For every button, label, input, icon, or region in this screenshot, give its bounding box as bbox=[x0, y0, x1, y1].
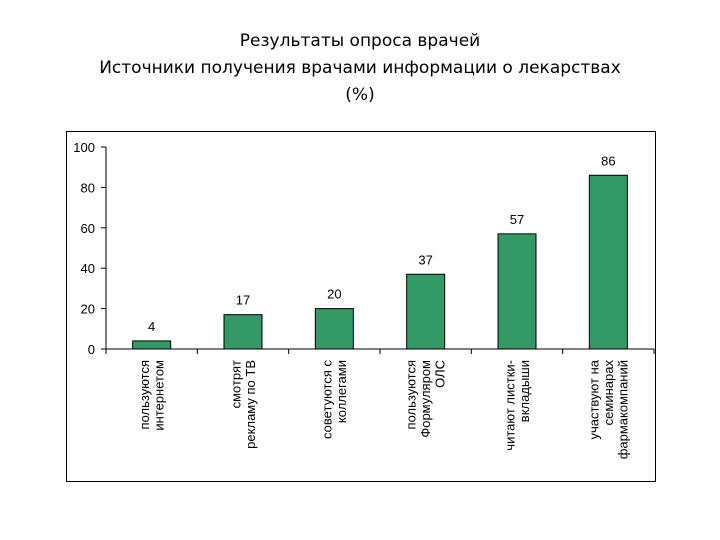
y-tick-label: 0 bbox=[88, 342, 95, 357]
bar bbox=[223, 314, 263, 350]
category-label-line: пользуются bbox=[404, 360, 419, 429]
title-line-2: Источники получения врачами информации о… bbox=[99, 58, 621, 78]
bar-value-label: 37 bbox=[418, 252, 432, 267]
category-label: смотрятрекламу по ТВ bbox=[228, 360, 258, 449]
category-label-line: Формуляром bbox=[418, 360, 433, 438]
bar-value-label: 17 bbox=[236, 293, 250, 308]
bar-value-label: 57 bbox=[510, 212, 524, 227]
bar bbox=[132, 340, 172, 350]
y-tick-label: 80 bbox=[81, 180, 95, 195]
bar bbox=[406, 273, 446, 350]
category-label: пользуютсяинтернетом bbox=[137, 360, 167, 431]
category-label-line: смотрят bbox=[228, 360, 243, 408]
y-tick-label: 60 bbox=[81, 221, 95, 236]
title-line-1: Результаты опроса врачей bbox=[239, 31, 481, 51]
category-label-line: рекламу по ТВ bbox=[243, 360, 258, 449]
category-label-line: ОЛС bbox=[433, 360, 448, 388]
bar bbox=[588, 174, 628, 350]
title-line-3: (%) bbox=[345, 85, 375, 105]
bar-value-label: 20 bbox=[327, 287, 341, 302]
bar-value-label: 86 bbox=[601, 153, 615, 168]
chart-frame bbox=[66, 131, 656, 482]
slide-title: Результаты опроса врачей Источники получ… bbox=[0, 28, 720, 109]
category-label: советуются сколлегами bbox=[320, 360, 350, 439]
category-label-line: семинарах bbox=[601, 360, 616, 426]
category-label: пользуютсяФормуляромОЛС bbox=[404, 360, 448, 438]
category-label-line: вкладыши bbox=[517, 360, 532, 422]
bar bbox=[314, 308, 354, 350]
y-tick-label: 40 bbox=[81, 261, 95, 276]
category-label: участвуют насеминарахфармакомпаний bbox=[586, 359, 630, 459]
category-label-line: участвуют на bbox=[586, 359, 601, 439]
category-label-line: пользуются bbox=[137, 360, 152, 429]
y-tick-label: 20 bbox=[81, 302, 95, 317]
y-tick-label: 100 bbox=[73, 140, 95, 155]
category-label-line: читают листки- bbox=[502, 360, 517, 451]
category-label: читают листки-вкладыши bbox=[502, 360, 532, 451]
category-label-line: советуются с bbox=[320, 360, 335, 439]
bar-value-label: 4 bbox=[148, 319, 155, 334]
category-label-line: интернетом bbox=[151, 360, 166, 431]
category-label-line: фармакомпаний bbox=[615, 360, 630, 459]
category-label-line: коллегами bbox=[334, 360, 349, 423]
bar bbox=[497, 233, 537, 350]
